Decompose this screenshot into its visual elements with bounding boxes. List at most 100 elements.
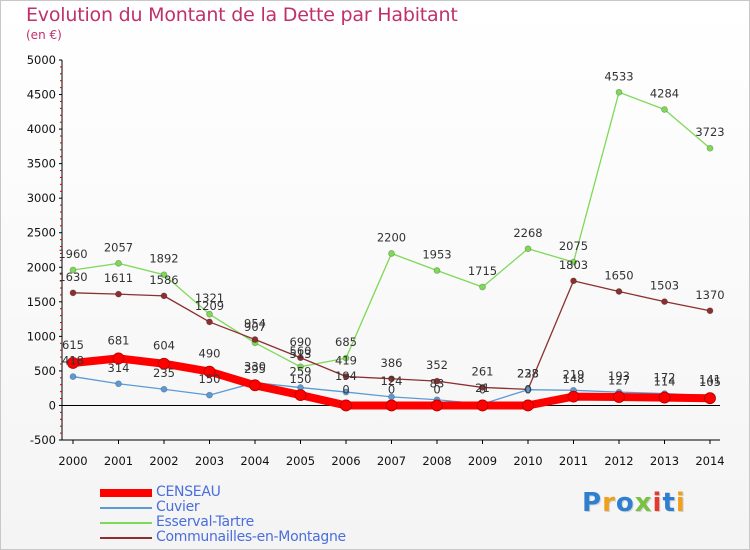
data-label: 1630 — [58, 270, 87, 284]
data-point — [206, 310, 213, 318]
data-point — [388, 250, 395, 257]
logo-letter: i — [652, 488, 663, 518]
data-label: 1960 — [58, 247, 87, 261]
data-point — [69, 266, 77, 274]
data-label: 386 — [381, 356, 403, 370]
data-point — [476, 399, 489, 412]
data-point — [160, 292, 168, 300]
data-label: 261 — [472, 364, 494, 378]
data-label: 330 — [244, 360, 266, 374]
data-point — [567, 390, 580, 403]
x-tick-label: 2006 — [331, 454, 360, 468]
legend-label: Cuvier — [156, 499, 200, 515]
logo-letter: o — [615, 488, 635, 518]
logo-letter: P — [582, 488, 603, 518]
data-point — [522, 399, 534, 412]
data-label: 0 — [524, 382, 531, 396]
data-label: 0 — [342, 382, 349, 396]
x-tick-label: 2003 — [195, 454, 224, 468]
data-label: 83 — [430, 377, 445, 391]
data-point — [251, 336, 259, 343]
logo-letter: i — [675, 488, 686, 518]
data-label: 954 — [244, 317, 266, 331]
data-point — [479, 283, 486, 291]
data-point — [115, 259, 122, 267]
y-tick-label: 500 — [34, 364, 56, 378]
data-label: 1503 — [650, 279, 679, 293]
legend-label: CENSEAU — [156, 484, 221, 500]
data-point — [704, 392, 716, 405]
data-label: 2057 — [104, 240, 133, 254]
x-tick-label: 2005 — [286, 454, 315, 468]
data-label: 1715 — [468, 264, 497, 278]
y-tick-label: 5000 — [27, 53, 56, 67]
data-label: 490 — [199, 347, 221, 361]
data-point — [661, 298, 668, 306]
proxiti-logo: Proxiti — [582, 488, 686, 518]
data-label: 141 — [699, 373, 721, 387]
y-tick-label: 1000 — [27, 329, 56, 343]
y-tick-label: 4500 — [27, 88, 56, 102]
data-label: 148 — [563, 372, 585, 386]
data-point — [615, 288, 623, 295]
data-label: 681 — [108, 333, 130, 347]
data-label: 228 — [517, 367, 539, 381]
data-point — [342, 388, 350, 396]
chart-title: Evolution du Montant de la Dette par Hab… — [26, 4, 458, 26]
data-point — [433, 267, 441, 274]
x-tick-label: 2014 — [695, 454, 724, 468]
data-point — [524, 386, 532, 394]
data-label: 233 — [517, 366, 539, 380]
data-label: 560 — [290, 344, 312, 358]
data-label: 2075 — [559, 239, 588, 253]
data-label: 1611 — [104, 271, 133, 285]
y-tick-label: 4000 — [27, 122, 56, 136]
data-point — [206, 318, 213, 326]
data-point — [658, 391, 671, 404]
x-tick-label: 2011 — [559, 454, 588, 468]
data-point — [706, 307, 714, 315]
data-label: 219 — [563, 367, 585, 381]
data-label: 295 — [244, 362, 266, 376]
data-label: 1953 — [422, 248, 451, 262]
data-label: 1892 — [149, 252, 178, 266]
x-tick-label: 2001 — [104, 454, 133, 468]
legend-swatch — [100, 537, 152, 539]
data-label: 1586 — [149, 273, 178, 287]
data-point — [67, 357, 79, 369]
logo-letter: r — [602, 488, 616, 518]
data-label: 4533 — [604, 69, 633, 83]
x-tick-label: 2013 — [650, 454, 679, 468]
data-label: 418 — [62, 354, 84, 368]
chart-subtitle: (en €) — [26, 28, 62, 42]
data-label: 690 — [290, 335, 312, 349]
data-point — [158, 357, 170, 370]
data-point — [570, 277, 577, 285]
data-point — [340, 399, 352, 412]
data-point — [294, 389, 307, 401]
data-label: 1209 — [195, 299, 224, 313]
y-tick-label: -500 — [30, 433, 56, 447]
data-label: 21 — [475, 381, 490, 395]
data-label: 615 — [62, 338, 84, 352]
x-tick-label: 2008 — [422, 454, 451, 468]
x-tick-label: 2000 — [58, 454, 87, 468]
data-label: 513 — [290, 347, 312, 361]
data-label: 193 — [608, 369, 630, 383]
logo-letter: x — [634, 488, 653, 518]
data-label: 2268 — [513, 226, 542, 240]
data-label: 114 — [654, 375, 676, 389]
legend-label: Communailles-en-Montagne — [156, 529, 346, 545]
data-label: 259 — [290, 365, 312, 379]
data-point — [613, 391, 625, 403]
legend-label: Esserval-Tartre — [156, 514, 254, 530]
x-tick-label: 2010 — [513, 454, 542, 468]
data-point — [661, 106, 668, 113]
data-label: 127 — [608, 374, 630, 388]
data-point — [249, 379, 261, 392]
data-point — [388, 375, 395, 383]
data-point — [115, 290, 122, 298]
data-label: 150 — [199, 372, 221, 386]
legend-swatch — [100, 489, 152, 497]
